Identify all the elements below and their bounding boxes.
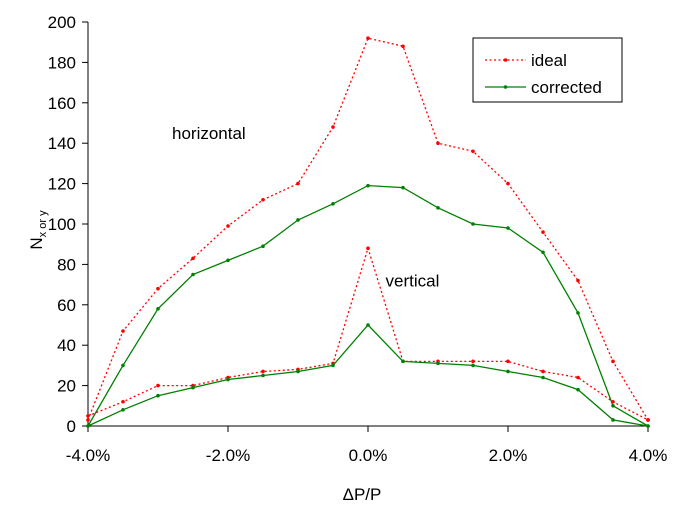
data-point-ideal-horizontal: [436, 141, 440, 145]
data-point-ideal-horizontal: [541, 230, 545, 234]
x-tick-label: -4.0%: [66, 446, 110, 465]
data-point-ideal-vertical: [471, 359, 475, 364]
data-point-ideal-horizontal: [366, 36, 370, 40]
data-point-corrected-vertical: [436, 361, 440, 366]
data-point-corrected-vertical: [121, 408, 125, 412]
data-point-ideal-horizontal: [576, 278, 580, 283]
data-point-corrected-horizontal: [506, 226, 510, 230]
data-point-ideal-vertical: [366, 246, 370, 251]
legend-box: [472, 37, 623, 103]
legend-label-corrected: corrected: [531, 78, 602, 97]
series-line-corrected-horizontal: [87, 184, 649, 427]
data-point-ideal-horizontal: [191, 256, 195, 261]
data-point-ideal-horizontal: [121, 329, 125, 333]
data-point-corrected-vertical: [156, 393, 160, 398]
y-tick-label: 160: [48, 94, 76, 113]
y-tick-label: 180: [48, 53, 76, 72]
data-point-corrected-horizontal: [611, 404, 615, 408]
data-point-ideal-vertical: [86, 414, 90, 418]
data-point-ideal-horizontal: [331, 125, 335, 129]
annotation-horizontal: horizontal: [172, 124, 246, 143]
y-tick-label: 200: [48, 13, 76, 32]
data-point-ideal-vertical: [646, 418, 650, 422]
data-point-corrected-horizontal: [261, 244, 265, 249]
data-point-corrected-horizontal: [576, 311, 580, 315]
data-point-corrected-vertical: [611, 418, 615, 422]
y-axis-title: Nx or y: [27, 210, 49, 250]
series-line-ideal-horizontal: [87, 37, 649, 421]
data-point-corrected-vertical: [86, 424, 90, 428]
data-point-corrected-vertical: [506, 369, 510, 374]
data-point-ideal-horizontal: [506, 181, 510, 186]
series-line-corrected-vertical: [87, 324, 649, 427]
legend-marker-ideal: [503, 58, 508, 62]
data-point-ideal-vertical: [121, 399, 125, 404]
axes: 0 20 40 60 80 100 120 140 160 180 200 -4.0% -2.0% 0.0…: [27, 13, 667, 504]
x-tick-label: 0.0%: [349, 446, 388, 465]
data-point-corrected-horizontal: [121, 363, 125, 368]
data-point-ideal-vertical: [156, 383, 160, 388]
data-point-corrected-vertical: [331, 363, 335, 368]
data-point-corrected-horizontal: [471, 222, 475, 226]
y-tick-label: 0: [67, 417, 76, 436]
legend-marker-corrected: [503, 85, 508, 89]
data-point-corrected-horizontal: [366, 183, 370, 188]
data-point-corrected-vertical: [471, 363, 475, 368]
data-point-ideal-vertical: [576, 375, 580, 380]
series-layer: [86, 36, 650, 428]
y-tick-label: 20: [57, 377, 76, 396]
data-point-corrected-horizontal: [541, 250, 545, 255]
data-point-corrected-vertical: [541, 375, 545, 380]
y-tick-label: 60: [57, 296, 76, 315]
annotation-vertical: vertical: [386, 272, 440, 291]
x-tick-label: -2.0%: [206, 446, 250, 465]
y-tick-label: 40: [57, 336, 76, 355]
data-point-ideal-horizontal: [86, 418, 90, 422]
data-point-ideal-vertical: [541, 369, 545, 374]
data-point-corrected-vertical: [296, 369, 300, 374]
data-point-ideal-horizontal: [261, 197, 265, 202]
data-point-corrected-vertical: [226, 377, 230, 382]
data-point-ideal-horizontal: [471, 149, 475, 154]
legend-label-ideal: ideal: [531, 51, 567, 70]
data-point-corrected-horizontal: [436, 206, 440, 210]
data-point-corrected-horizontal: [401, 185, 405, 190]
annotation-layer: horizontal vertical: [172, 124, 439, 290]
x-tick-label: 4.0%: [629, 446, 668, 465]
data-point-corrected-vertical: [191, 385, 195, 390]
data-point-corrected-vertical: [401, 359, 405, 364]
data-point-ideal-vertical: [611, 399, 615, 404]
y-tick-label: 100: [48, 215, 76, 234]
x-tick-label: 2.0%: [489, 446, 528, 465]
y-tick-label: 80: [57, 255, 76, 274]
data-point-corrected-horizontal: [226, 258, 230, 263]
legend: ideal corrected: [472, 37, 623, 103]
data-point-corrected-horizontal: [156, 307, 160, 311]
series-line-ideal-vertical: [87, 245, 649, 421]
data-point-corrected-vertical: [576, 387, 580, 392]
data-point-ideal-horizontal: [296, 181, 300, 186]
y-tick-label: 140: [48, 134, 76, 153]
data-point-corrected-horizontal: [331, 202, 335, 206]
data-point-corrected-horizontal: [191, 272, 195, 277]
data-point-corrected-horizontal: [296, 218, 300, 222]
data-point-ideal-vertical: [261, 369, 265, 374]
data-point-ideal-horizontal: [226, 224, 230, 228]
data-point-corrected-vertical: [261, 373, 265, 378]
y-tick-label: 120: [48, 175, 76, 194]
data-point-ideal-horizontal: [156, 286, 160, 291]
data-point-ideal-vertical: [506, 359, 510, 364]
data-point-ideal-horizontal: [401, 44, 405, 49]
x-axis-title: ΔP/P: [343, 485, 382, 504]
data-point-corrected-vertical: [646, 424, 650, 428]
data-point-corrected-vertical: [366, 323, 370, 327]
data-point-ideal-horizontal: [611, 359, 615, 364]
